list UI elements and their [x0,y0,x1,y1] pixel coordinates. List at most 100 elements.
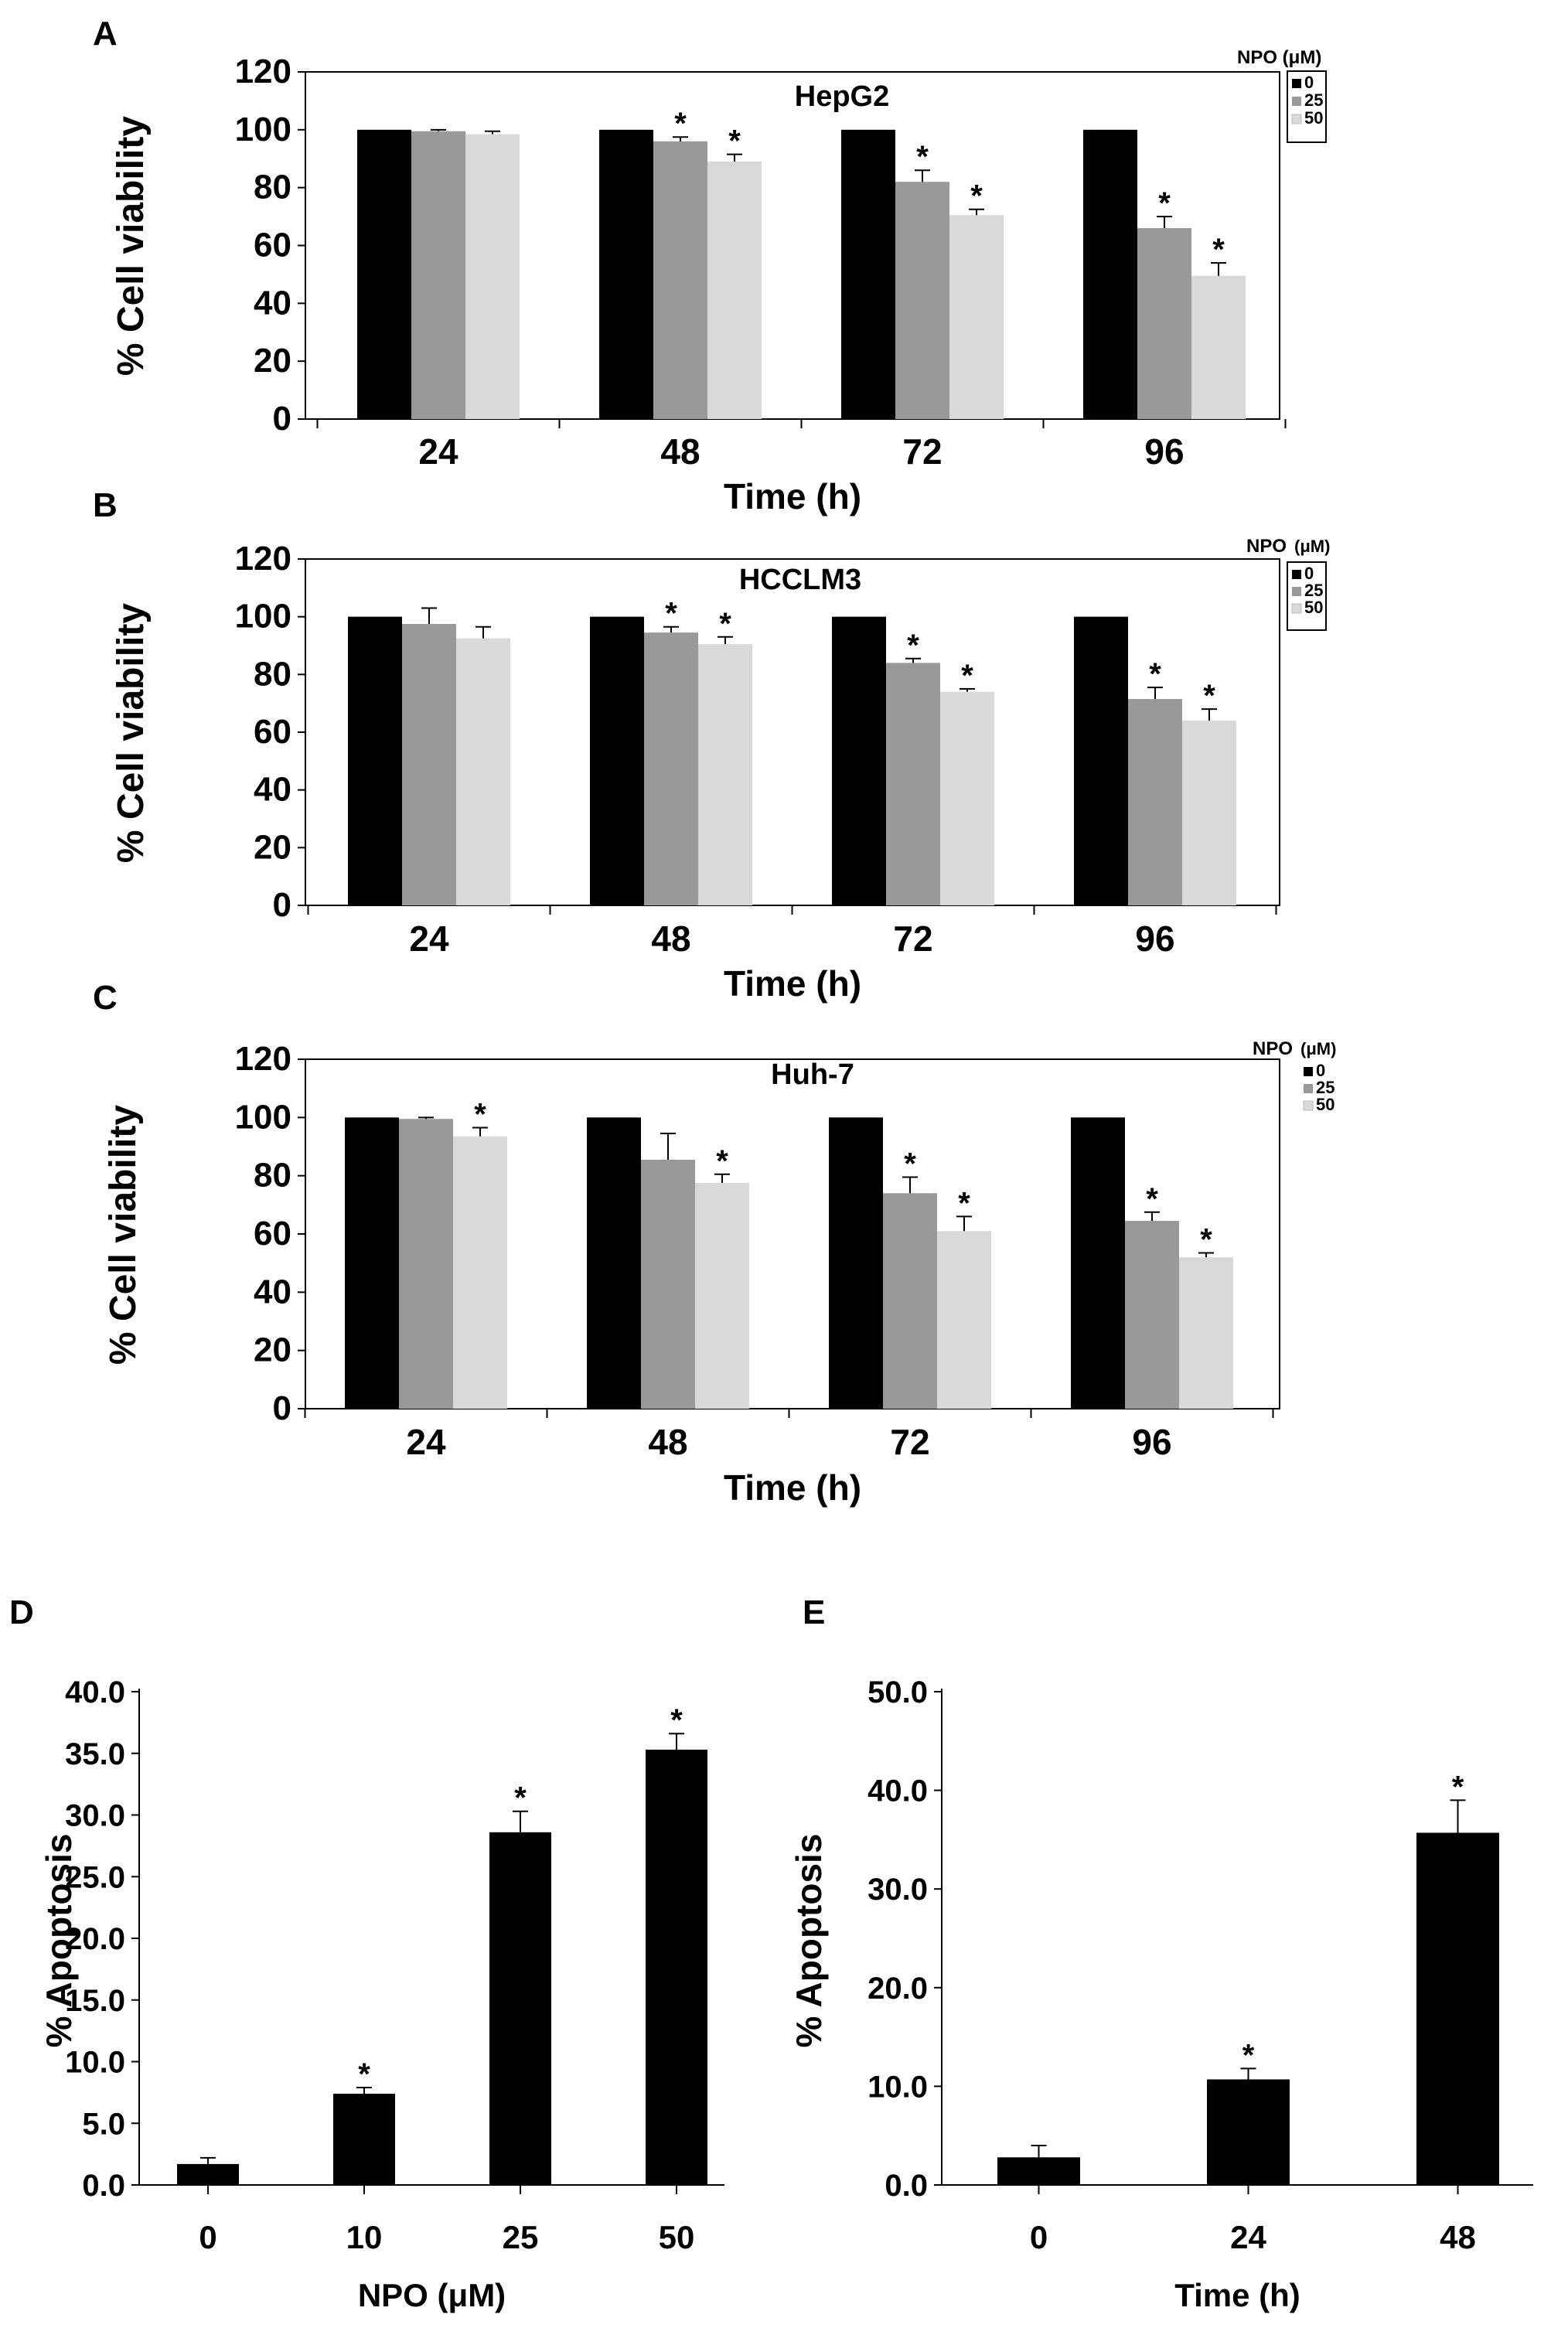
y-tick-label: 60 [254,227,291,264]
y-tick-label: 0.0 [82,2169,125,2203]
bar [937,1231,991,1409]
significance-star: * [1452,1770,1464,1804]
bar [644,632,698,905]
significance-star: * [961,659,973,693]
y-tick-label: 10.0 [868,2070,928,2104]
legend-entry: 50 [1316,1095,1335,1114]
y-tick-label: 20 [254,828,291,866]
x-tick-label: 0 [199,2219,216,2255]
bar [698,644,752,905]
x-axis-label: Time (h) [724,1467,861,1508]
x-tick-label: 96 [1135,919,1174,959]
bar [402,624,456,905]
y-tick-label: 15.0 [65,1984,125,2018]
y-tick-label: 40 [254,1273,291,1311]
x-tick-label: 48 [660,431,700,472]
bar [949,215,1004,419]
significance-star: * [728,124,741,158]
significance-star: * [1146,1182,1158,1216]
significance-star: * [1242,2038,1255,2072]
y-tick-label: 30.0 [65,1799,125,1833]
legend-swatch [1292,79,1301,88]
bar [695,1183,749,1409]
legend-entry: 0 [1304,564,1314,583]
x-tick-label: 24 [406,1422,446,1462]
y-tick-label: 120 [235,1040,291,1078]
y-tick-label: 60 [254,1215,291,1253]
bar [465,134,520,419]
significance-star: * [716,1144,728,1178]
x-tick-label: 50 [659,2219,695,2255]
chart-title: HepG2 [795,80,889,113]
y-tick-label: 120 [235,540,291,578]
panel-label: E [803,1593,825,1631]
y-tick-label: 100 [235,111,291,148]
x-axis-label: Time (h) [724,476,861,516]
legend-entry: 25 [1316,1078,1335,1097]
x-tick-label: 24 [1230,2219,1266,2255]
chart-panel-b: B 0 20 40 60 80 100 120 % Cell viability Time (h)… [93,486,1330,1004]
legend-swatch [1291,603,1302,614]
legend-entry: 0 [1304,73,1314,92]
y-tick-label: 0 [273,400,291,438]
significance-star: * [1203,679,1215,713]
y-tick-label: 0 [273,886,291,924]
bar [1128,699,1182,905]
x-tick-label: 24 [409,919,449,959]
y-tick-label: 80 [254,1157,291,1195]
legend-title: NPO [1246,536,1287,557]
x-axis-label: NPO (μM) [358,2277,506,2313]
bar [886,663,940,905]
legend-swatch [1291,114,1302,124]
bar [1071,1117,1125,1409]
x-tick-label: 25 [503,2219,539,2255]
significance-star: * [358,2057,370,2091]
bar [1182,721,1236,905]
y-tick-label: 20.0 [65,1922,125,1956]
bar [841,129,895,420]
significance-star: * [674,107,687,141]
x-axis-label: Time (h) [1174,2277,1300,2313]
bar [348,616,402,905]
bar [333,2093,395,2185]
legend-swatch [1304,1067,1313,1076]
legend-swatch [1292,570,1301,579]
x-tick-label: 72 [890,1422,929,1462]
y-tick-label: 40.0 [65,1675,125,1709]
significance-star: * [1158,186,1171,220]
bar [1207,2079,1290,2185]
bar [345,1117,399,1409]
y-axis-label: % Cell viability [103,1105,144,1365]
y-tick-label: 80 [254,655,291,693]
x-tick-label: 96 [1132,1422,1171,1462]
bar [1125,1221,1179,1409]
bar [940,691,994,905]
y-tick-label: 35.0 [65,1737,125,1771]
legend-entry: 0 [1316,1061,1325,1080]
legend-swatch [1292,587,1301,596]
bar [707,161,762,419]
significance-star: * [670,1703,683,1737]
x-tick-label: 48 [651,919,690,959]
y-tick-label: 60 [254,713,291,751]
chart-panel-e: E 0.0 10.0 20.0 30.0 40.0 50.0 % Apoptosis Time … [789,1593,1533,2313]
bar [587,1117,641,1409]
legend-entry: 25 [1304,581,1323,600]
legend-entry: 25 [1304,90,1323,110]
legend-swatch [1304,1084,1313,1093]
x-tick-label: 24 [418,431,458,472]
y-axis-label: % Cell viability [111,603,152,863]
x-tick-label: 72 [902,431,942,472]
bar [411,131,465,419]
bar [357,129,411,420]
y-tick-label: 80 [254,169,291,206]
bar [590,616,644,905]
bar [453,1136,507,1409]
y-axis-label: % Apoptosis [39,1834,79,2048]
legend-entry: 50 [1304,598,1323,617]
bar [1083,129,1137,420]
x-tick-label: 48 [648,1422,687,1462]
significance-star: * [970,179,983,213]
bar [1137,228,1191,419]
legend-swatch [1303,1100,1314,1111]
